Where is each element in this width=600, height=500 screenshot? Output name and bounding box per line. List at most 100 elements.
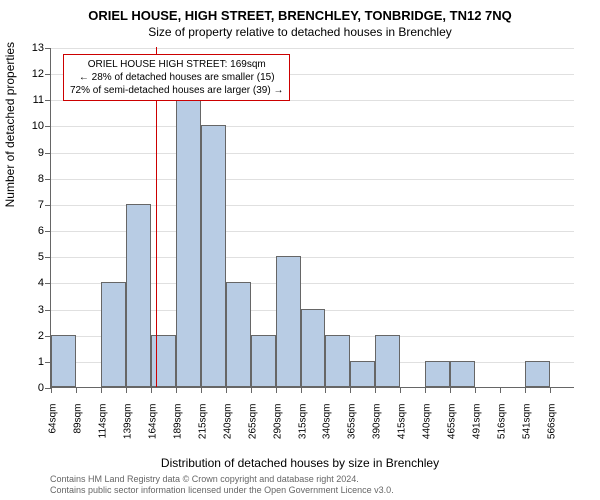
- histogram-bar: [375, 335, 400, 387]
- x-tick-label: 491sqm: [472, 404, 483, 444]
- x-tick: [500, 387, 501, 393]
- y-tick-label: 13: [24, 42, 44, 54]
- y-tick: [45, 153, 51, 154]
- y-tick: [45, 100, 51, 101]
- y-tick: [45, 126, 51, 127]
- x-tick: [375, 387, 376, 393]
- x-tick-label: 240sqm: [222, 404, 233, 444]
- histogram-bar: [151, 335, 176, 387]
- footer-line1: Contains HM Land Registry data © Crown c…: [50, 474, 394, 485]
- annotation-line: ORIEL HOUSE HIGH STREET: 169sqm: [70, 58, 283, 71]
- x-tick-label: 516sqm: [497, 404, 508, 444]
- y-tick-label: 6: [24, 225, 44, 237]
- histogram-bar: [425, 361, 450, 387]
- histogram-bar: [176, 99, 201, 387]
- x-tick-label: 265sqm: [247, 404, 258, 444]
- x-tick: [276, 387, 277, 393]
- gridline: [51, 126, 574, 127]
- y-tick-label: 11: [24, 94, 44, 106]
- gridline: [51, 48, 574, 49]
- histogram-bar: [226, 282, 251, 387]
- histogram-bar: [350, 361, 375, 387]
- y-tick: [45, 257, 51, 258]
- x-tick: [550, 387, 551, 393]
- y-tick-label: 9: [24, 147, 44, 159]
- x-tick: [350, 387, 351, 393]
- y-tick-label: 2: [24, 330, 44, 342]
- x-tick: [301, 387, 302, 393]
- footer-attribution: Contains HM Land Registry data © Crown c…: [50, 474, 394, 496]
- chart-container: ORIEL HOUSE, HIGH STREET, BRENCHLEY, TON…: [0, 0, 600, 500]
- x-tick-label: 139sqm: [122, 404, 133, 444]
- x-tick-label: 440sqm: [422, 404, 433, 444]
- chart-title-sub: Size of property relative to detached ho…: [0, 23, 600, 39]
- y-axis-label: Number of detached properties: [3, 42, 17, 207]
- histogram-bar: [301, 309, 326, 387]
- y-tick: [45, 48, 51, 49]
- gridline: [51, 153, 574, 154]
- plot-area: 01234567891011121364sqm89sqm114sqm139sqm…: [50, 48, 574, 388]
- x-tick: [126, 387, 127, 393]
- histogram-bar: [276, 256, 301, 387]
- x-tick-label: 566sqm: [547, 404, 558, 444]
- histogram-bar: [101, 282, 126, 387]
- histogram-bar: [525, 361, 550, 387]
- x-tick-label: 365sqm: [347, 404, 358, 444]
- x-tick-label: 64sqm: [48, 404, 59, 444]
- x-tick: [525, 387, 526, 393]
- annotation-line: ← 28% of detached houses are smaller (15…: [70, 71, 283, 84]
- x-axis-label: Distribution of detached houses by size …: [0, 456, 600, 470]
- x-tick: [51, 387, 52, 393]
- x-tick-label: 164sqm: [147, 404, 158, 444]
- x-tick: [400, 387, 401, 393]
- y-tick-label: 12: [24, 68, 44, 80]
- x-tick: [151, 387, 152, 393]
- x-tick-label: 415sqm: [397, 404, 408, 444]
- x-tick-label: 89sqm: [72, 404, 83, 444]
- histogram-bar: [251, 335, 276, 387]
- y-tick-label: 10: [24, 120, 44, 132]
- x-tick-label: 189sqm: [172, 404, 183, 444]
- x-tick: [425, 387, 426, 393]
- footer-line2: Contains public sector information licen…: [50, 485, 394, 496]
- y-tick: [45, 310, 51, 311]
- y-tick-label: 8: [24, 173, 44, 185]
- histogram-bar: [51, 335, 76, 387]
- annotation-line: 72% of semi-detached houses are larger (…: [70, 84, 283, 97]
- x-tick: [450, 387, 451, 393]
- x-tick-label: 541sqm: [522, 404, 533, 444]
- y-tick-label: 1: [24, 356, 44, 368]
- x-tick: [325, 387, 326, 393]
- x-tick-label: 114sqm: [97, 404, 108, 444]
- x-tick: [201, 387, 202, 393]
- x-tick: [226, 387, 227, 393]
- y-tick-label: 0: [24, 382, 44, 394]
- annotation-box: ORIEL HOUSE HIGH STREET: 169sqm← 28% of …: [63, 54, 290, 101]
- y-tick: [45, 205, 51, 206]
- histogram-bar: [450, 361, 475, 387]
- x-tick: [76, 387, 77, 393]
- x-tick: [251, 387, 252, 393]
- y-tick-label: 5: [24, 251, 44, 263]
- y-tick: [45, 179, 51, 180]
- y-tick-label: 4: [24, 277, 44, 289]
- x-tick: [475, 387, 476, 393]
- x-tick-label: 315sqm: [297, 404, 308, 444]
- x-tick-label: 340sqm: [322, 404, 333, 444]
- y-tick-label: 3: [24, 304, 44, 316]
- x-tick: [101, 387, 102, 393]
- x-tick-label: 290sqm: [272, 404, 283, 444]
- histogram-bar: [325, 335, 350, 387]
- y-tick: [45, 74, 51, 75]
- x-tick: [176, 387, 177, 393]
- chart-title-main: ORIEL HOUSE, HIGH STREET, BRENCHLEY, TON…: [0, 0, 600, 23]
- x-tick-label: 465sqm: [447, 404, 458, 444]
- histogram-bar: [201, 125, 226, 387]
- x-tick-label: 390sqm: [372, 404, 383, 444]
- x-tick-label: 215sqm: [197, 404, 208, 444]
- gridline: [51, 179, 574, 180]
- y-tick: [45, 231, 51, 232]
- y-tick: [45, 283, 51, 284]
- y-tick-label: 7: [24, 199, 44, 211]
- histogram-bar: [126, 204, 151, 387]
